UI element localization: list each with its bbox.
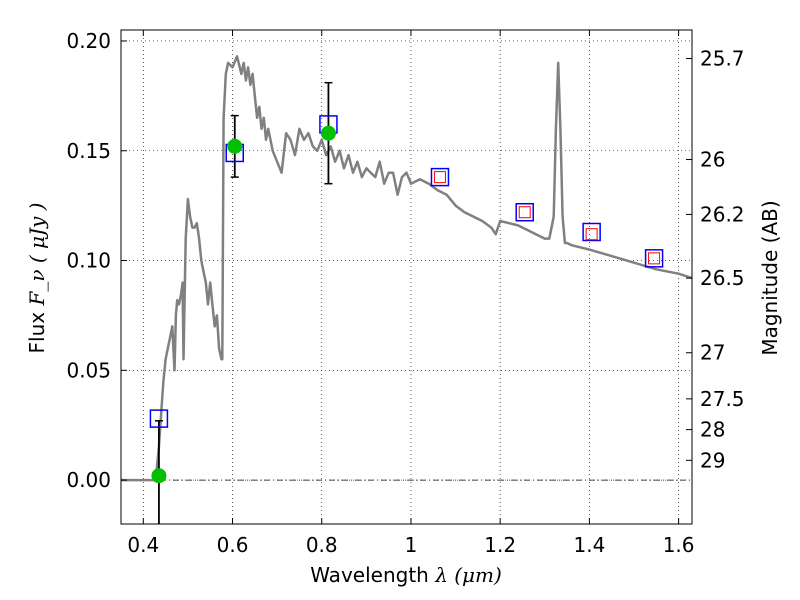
right-tick-label: 29 <box>700 448 725 472</box>
model-photometry-square <box>644 249 664 268</box>
x-tick-label: 0.6 <box>217 533 249 557</box>
x-tick-label: 0.4 <box>127 533 159 557</box>
photometry-small-square <box>433 171 446 184</box>
y-tick-label: 0.20 <box>66 29 111 53</box>
right-tick-label: 28 <box>700 418 725 442</box>
observed-flux-point <box>320 125 336 141</box>
model-photometry-square <box>515 202 534 222</box>
y-axis-label: Flux F_ν ( μJy ) <box>25 203 49 354</box>
model-sed-path <box>121 55 693 482</box>
model-photometry-squares <box>149 115 664 428</box>
axis-ticks: 0.4 0.6 0.8 1 1.2 1.4 1.6 0.00 0.05 0.10 0.15 0.20 2… <box>66 29 744 557</box>
model-sed-line <box>121 55 693 482</box>
x-tick-label: 0.8 <box>306 533 338 557</box>
y-tick-label: 0.15 <box>66 139 111 163</box>
observed-flux-point <box>151 468 167 484</box>
model-photometry-square <box>430 167 450 187</box>
grid-lines <box>121 30 692 524</box>
plot-frame <box>120 29 693 525</box>
x-tick-label: 1.4 <box>573 533 605 557</box>
right-tick-label: 26 <box>700 148 725 172</box>
x-tick-label: 1 <box>405 533 418 557</box>
y-tick-label: 0.00 <box>66 468 111 492</box>
model-photometry-square <box>149 409 169 428</box>
model-photometry-square <box>582 222 601 242</box>
photometry-small-square <box>648 252 661 265</box>
observed-flux-points <box>151 125 336 484</box>
photometry-small-square <box>518 206 531 219</box>
x-axis-label: Wavelength λ (μm) <box>310 563 502 587</box>
observed-flux-point <box>227 138 243 154</box>
y-tick-label: 0.10 <box>66 249 111 273</box>
right-tick-label: 27.5 <box>700 387 745 411</box>
x-tick-label: 1.6 <box>663 533 695 557</box>
x-tick-label: 1.2 <box>484 533 516 557</box>
right-tick-label: 26.5 <box>700 266 745 290</box>
right-tick-label: 26.2 <box>700 202 745 226</box>
right-tick-label: 27 <box>700 341 725 365</box>
photometry-small-square <box>585 228 598 241</box>
right-axis-label: Magnitude (AB) <box>758 200 782 355</box>
right-tick-label: 25.7 <box>700 47 745 71</box>
y-tick-label: 0.05 <box>66 358 111 382</box>
